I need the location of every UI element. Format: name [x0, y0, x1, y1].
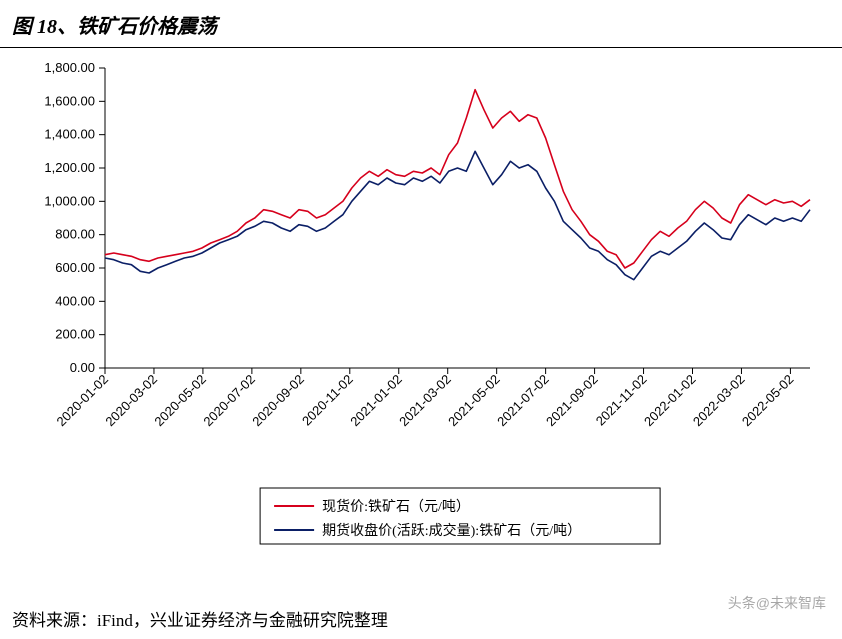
- svg-text:600.00: 600.00: [55, 260, 95, 275]
- svg-text:2022-03-02: 2022-03-02: [690, 372, 748, 430]
- svg-text:2021-05-02: 2021-05-02: [445, 372, 503, 430]
- svg-text:800.00: 800.00: [55, 227, 95, 242]
- svg-text:1,600.00: 1,600.00: [44, 93, 95, 108]
- svg-text:2020-03-02: 2020-03-02: [102, 372, 160, 430]
- svg-text:2020-07-02: 2020-07-02: [200, 372, 258, 430]
- svg-text:2022-05-02: 2022-05-02: [739, 372, 797, 430]
- svg-text:2020-09-02: 2020-09-02: [249, 372, 307, 430]
- svg-text:2022-01-02: 2022-01-02: [641, 372, 699, 430]
- legend-label: 现货价:铁矿石（元/吨）: [322, 498, 470, 515]
- svg-text:1,800.00: 1,800.00: [44, 60, 95, 75]
- line-chart: 0.00 200.00 400.00 600.00 800.00 1,000.00 1,20…: [0, 48, 842, 588]
- chart-title: 图 18、铁矿石价格震荡: [0, 0, 842, 48]
- legend-label: 期货收盘价(活跃:成交量):铁矿石（元/吨）: [322, 522, 581, 539]
- svg-text:2021-03-02: 2021-03-02: [396, 372, 454, 430]
- series-spot: [105, 90, 810, 268]
- svg-text:1,000.00: 1,000.00: [44, 193, 95, 208]
- svg-text:1,400.00: 1,400.00: [44, 127, 95, 142]
- svg-text:200.00: 200.00: [55, 327, 95, 342]
- svg-text:1,200.00: 1,200.00: [44, 160, 95, 175]
- watermark: 头条@未来智库: [728, 593, 826, 613]
- svg-text:400.00: 400.00: [55, 293, 95, 308]
- chart-container: 0.00 200.00 400.00 600.00 800.00 1,000.00 1,20…: [0, 48, 842, 588]
- svg-text:2020-05-02: 2020-05-02: [151, 372, 209, 430]
- svg-text:2021-09-02: 2021-09-02: [543, 372, 601, 430]
- svg-text:2021-01-02: 2021-01-02: [347, 372, 405, 430]
- source-footer: 资料来源：iFind，兴业证券经济与金融研究院整理: [12, 606, 388, 631]
- svg-text:2020-01-02: 2020-01-02: [53, 372, 111, 430]
- svg-text:0.00: 0.00: [70, 360, 95, 375]
- svg-text:2021-07-02: 2021-07-02: [494, 372, 552, 430]
- series-futures: [105, 151, 810, 279]
